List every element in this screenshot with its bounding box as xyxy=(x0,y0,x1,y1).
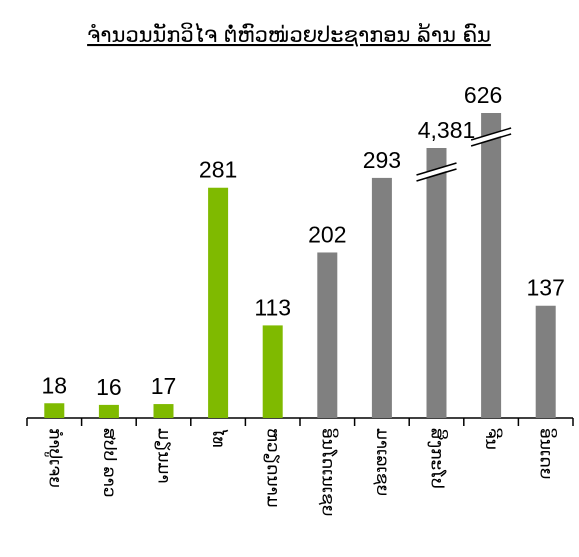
value-label: 4,381 xyxy=(418,117,476,143)
value-label: 137 xyxy=(527,275,565,301)
x-tick-label: ມາເລເຊຍ xyxy=(372,428,392,496)
axis-break-line xyxy=(416,168,457,182)
bar xyxy=(98,404,119,418)
bar xyxy=(481,113,502,418)
bar xyxy=(262,325,283,418)
chart-title: ຈຳນວນນັກວິໄຈ ຕໍ່ຫົວໜ່ວຍປະຊາກອນ ລ້ານ ຄົນ xyxy=(87,22,491,47)
x-tick-label: ຈີນ xyxy=(481,428,502,450)
x-tick-label: ອິນເດຍ xyxy=(536,428,557,480)
bar xyxy=(317,252,338,418)
value-label: 113 xyxy=(254,294,291,320)
value-label: 17 xyxy=(151,373,177,399)
x-tick-label: ກຳປູເຈຍ xyxy=(44,428,64,488)
value-label: 281 xyxy=(199,157,237,183)
value-label: 16 xyxy=(96,374,122,400)
bar xyxy=(371,177,392,418)
x-tick-label: ຫວຽດນາມ xyxy=(263,428,283,508)
axis-break xyxy=(475,129,508,144)
bar xyxy=(208,187,229,418)
x-tick-label: ມຽນມາ xyxy=(154,428,174,484)
x-tick-label: ສປປ ລາວ xyxy=(99,428,119,498)
value-label: 626 xyxy=(464,82,502,108)
value-label: 293 xyxy=(363,147,401,173)
bar xyxy=(535,305,556,418)
x-tick-label: ສິງກະໂປ xyxy=(427,428,448,489)
bar xyxy=(426,148,447,418)
axis-break xyxy=(420,164,453,179)
x-tick-label: ອິນໂດເນເຊຍ xyxy=(317,428,338,517)
bar xyxy=(44,403,65,418)
bar xyxy=(153,404,174,418)
value-label: 18 xyxy=(42,372,68,398)
axis-break-line xyxy=(470,133,512,147)
axis-break-line xyxy=(416,162,457,176)
axis-break-line xyxy=(470,127,512,141)
value-label: 202 xyxy=(308,221,346,247)
x-tick-label: ໄທ xyxy=(208,428,229,448)
